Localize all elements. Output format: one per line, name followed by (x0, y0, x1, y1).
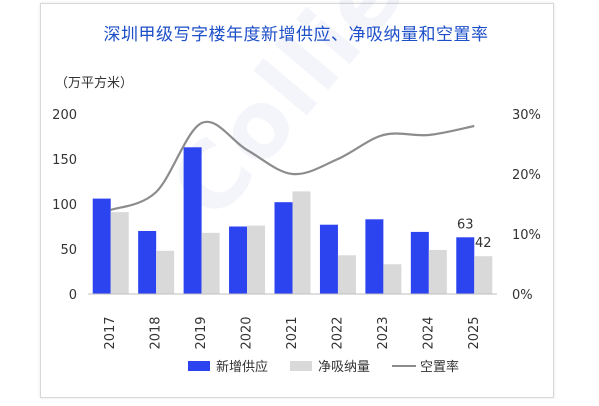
left-tick-label: 150 (52, 153, 77, 168)
absorption-bar (110, 212, 129, 294)
y-axis-unit-label: （万平方米） (55, 76, 134, 91)
left-axis: 0 50 100 150 200 (52, 108, 77, 303)
vacancy-rate-line (110, 120, 475, 212)
right-tick-label: 10% (512, 228, 541, 243)
x-tick-label: 2018 (149, 316, 164, 349)
legend-label: 净吸纳量 (318, 360, 370, 375)
right-tick-label: 20% (512, 168, 541, 183)
legend-swatch (290, 361, 312, 371)
right-tick-label: 0% (512, 288, 533, 303)
x-tick-label: 2022 (330, 316, 345, 349)
vacancy-line-group (110, 120, 475, 212)
legend-label: 新增供应 (216, 359, 268, 375)
legend: 新增供应 净吸纳量 空置率 (188, 359, 459, 375)
absorption-bar (337, 255, 356, 294)
data-label: 63 (457, 217, 474, 232)
absorption-bar (383, 264, 402, 294)
supply-bar (319, 224, 338, 294)
x-tick-label: 2019 (194, 316, 209, 349)
supply-bar (456, 237, 475, 294)
left-tick-label: 200 (52, 108, 77, 123)
legend-swatch (188, 361, 210, 371)
x-tick-label: 2023 (376, 316, 391, 349)
supply-bar (92, 198, 111, 294)
left-tick-label: 50 (60, 243, 77, 258)
left-tick-label: 0 (69, 288, 77, 303)
supply-bar (183, 147, 202, 294)
absorption-bar (474, 256, 493, 294)
bars-group (92, 147, 493, 294)
absorption-bar (292, 191, 311, 294)
supply-bar (138, 231, 157, 294)
absorption-bar (247, 225, 266, 294)
absorption-bar (201, 232, 220, 294)
x-tick-label: 2020 (240, 316, 255, 349)
x-axis: 2017 2018 2019 2020 2021 2022 2023 2024 2025 (103, 316, 482, 349)
supply-bar (410, 231, 429, 294)
supply-bar (229, 226, 248, 294)
absorption-bar (428, 249, 447, 294)
right-axis: 0% 10% 20% 30% (512, 108, 541, 303)
x-tick-label: 2017 (103, 316, 118, 349)
legend-label: 空置率 (420, 359, 459, 375)
x-tick-label: 2021 (285, 316, 300, 349)
chart-title: 深圳甲级写字楼年度新增供应、净吸纳量和空置率 (103, 25, 489, 45)
x-tick-label: 2024 (421, 316, 436, 349)
left-tick-label: 100 (52, 198, 77, 213)
data-label: 42 (475, 236, 492, 251)
absorption-bar (156, 250, 175, 294)
supply-bar (274, 202, 293, 294)
right-tick-label: 30% (512, 108, 541, 123)
x-tick-label: 2025 (467, 316, 482, 349)
supply-bar (365, 219, 384, 294)
